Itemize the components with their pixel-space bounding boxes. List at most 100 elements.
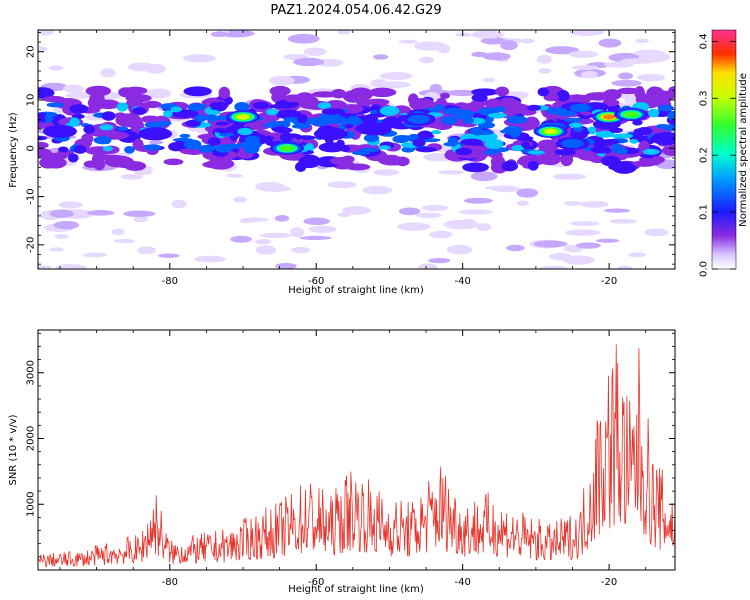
heatmap-band-core [595,130,615,138]
figure-title: PAZ1.2024.054.06.42.G29 [270,3,441,18]
heatmap-band-core [144,121,164,128]
heatmap-band-core [69,117,80,127]
heatmap-faint-patch [146,88,172,99]
heatmap-peak [623,111,639,118]
heatmap-band-patch [83,160,101,168]
heatmap-band-core [511,144,525,152]
heatmap-band-core [526,104,541,111]
heatmap-band-patch [462,162,489,173]
snr-y-tick-label: 3000 [26,360,37,385]
heatmap-band-core [214,101,227,112]
heatmap-band-core [587,126,597,135]
heatmap-faint-patch [637,73,666,82]
heatmap-faint-patch [303,47,327,56]
heatmap-faint-patch [38,30,54,36]
heatmap-faint-patch [415,212,442,219]
heatmap-band-core [599,138,620,145]
heatmap-band-patch [584,92,614,101]
heatmap-band-patch [43,157,67,169]
colorbar-tick-label: 0.1 [699,204,710,220]
heatmap-band-patch [617,87,640,95]
heatmap-faint-patch [290,246,311,254]
heatmap-faint-patch [545,46,580,55]
heatmap-band-core [124,146,135,154]
heatmap-faint-patch [113,238,136,244]
heatmap-band-patch [518,154,548,166]
heatmap-faint-patch [62,84,84,93]
heatmap-peak [236,114,250,120]
heatmap-faint-patch [373,54,389,60]
heatmap-faint-patch [158,253,180,258]
heatmap-band-core [132,107,146,115]
heatmap-band-core [345,117,363,126]
snr-y-tick-label: 2000 [26,426,37,451]
heatmap-band-core [431,130,442,135]
heatmap-panel: -80 -60 -40 -20 20 10 0 -10 -20 Height of strai… [8,29,676,296]
heatmap-faint-patch [476,223,492,232]
heatmap-faint-patch [538,68,552,74]
heatmap-band-core [38,135,48,141]
snr-y-ticks: 1000 2000 3000 [26,332,675,558]
heatmap-faint-patch [290,227,305,238]
heatmap-faint-patch [470,171,498,182]
heatmap-band-patch [67,153,79,163]
heatmap-band-patch [38,141,49,149]
heatmap-faint-patch [570,221,600,226]
heatmap-faint-patch [255,239,272,245]
snr-y-label: SNR (10 * v/v) [8,414,19,485]
heatmap-faint-patch [82,252,108,258]
heatmap-faint-patch [299,235,332,241]
heatmap-faint-patch [505,244,525,252]
heatmap-band-core [554,148,576,156]
heatmap-faint-patch [429,230,453,239]
heatmap-band-core [521,141,531,149]
heatmap-peak [357,122,392,136]
snr-x-ticks: -80 -60 -40 -20 [59,330,647,588]
heatmap-faint-patch [580,201,609,208]
heatmap-y-tick-label: 0 [26,145,37,151]
heatmap-band-patch [537,87,550,97]
heatmap-band-core [174,140,184,149]
heatmap-faint-patch [111,228,125,236]
heatmap-band-core [187,104,205,112]
heatmap-band-patch [524,116,540,130]
snr-x-tick-label: -80 [162,577,178,588]
heatmap-band-patch [218,86,231,100]
heatmap-faint-patch [563,201,583,206]
heatmap-faint-patch [609,218,637,224]
heatmap-band-core [218,132,235,137]
snr-x-tick-label: -20 [601,577,617,588]
heatmap-faint-patch [419,56,435,64]
heatmap-faint-patch [598,38,622,48]
heatmap-band-core [266,121,283,128]
heatmap-y-tick-label: -20 [26,237,37,253]
heatmap-band-patch [42,95,66,103]
heatmap-band-patch [141,115,160,123]
heatmap-band-patch [535,147,564,157]
heatmap-peak [279,145,295,152]
heatmap-faint-patch [471,30,505,39]
heatmap-faint-patch [484,185,518,190]
heatmap-faint-patch [54,234,69,239]
heatmap-band-core [363,134,380,143]
heatmap-band-core [268,104,289,109]
heatmap-band-core [462,117,475,124]
heatmap-peak [42,124,77,138]
heatmap-faint-patch [327,181,357,189]
heatmap-faint-patch [373,169,400,176]
heatmap-faint-patch [341,206,371,215]
heatmap-band-core [503,125,523,136]
colorbar-tick-label: 0.4 [699,33,710,49]
heatmap-y-tick-label: 10 [26,94,37,107]
heatmap-faint-patch [293,57,325,67]
heatmap-faint-patch [38,46,48,52]
heatmap-band-patch [132,138,144,151]
heatmap-band-patch [283,94,304,103]
heatmap-faint-patch [362,186,393,195]
heatmap-faint-patch [611,79,642,87]
colorbar-ticks: 0.0 0.1 0.2 0.3 0.4 [699,33,736,277]
heatmap-faint-patch [274,215,290,222]
heatmap-band-core [667,110,675,121]
heatmap-peak [407,114,431,124]
heatmap-faint-patch [49,247,65,252]
